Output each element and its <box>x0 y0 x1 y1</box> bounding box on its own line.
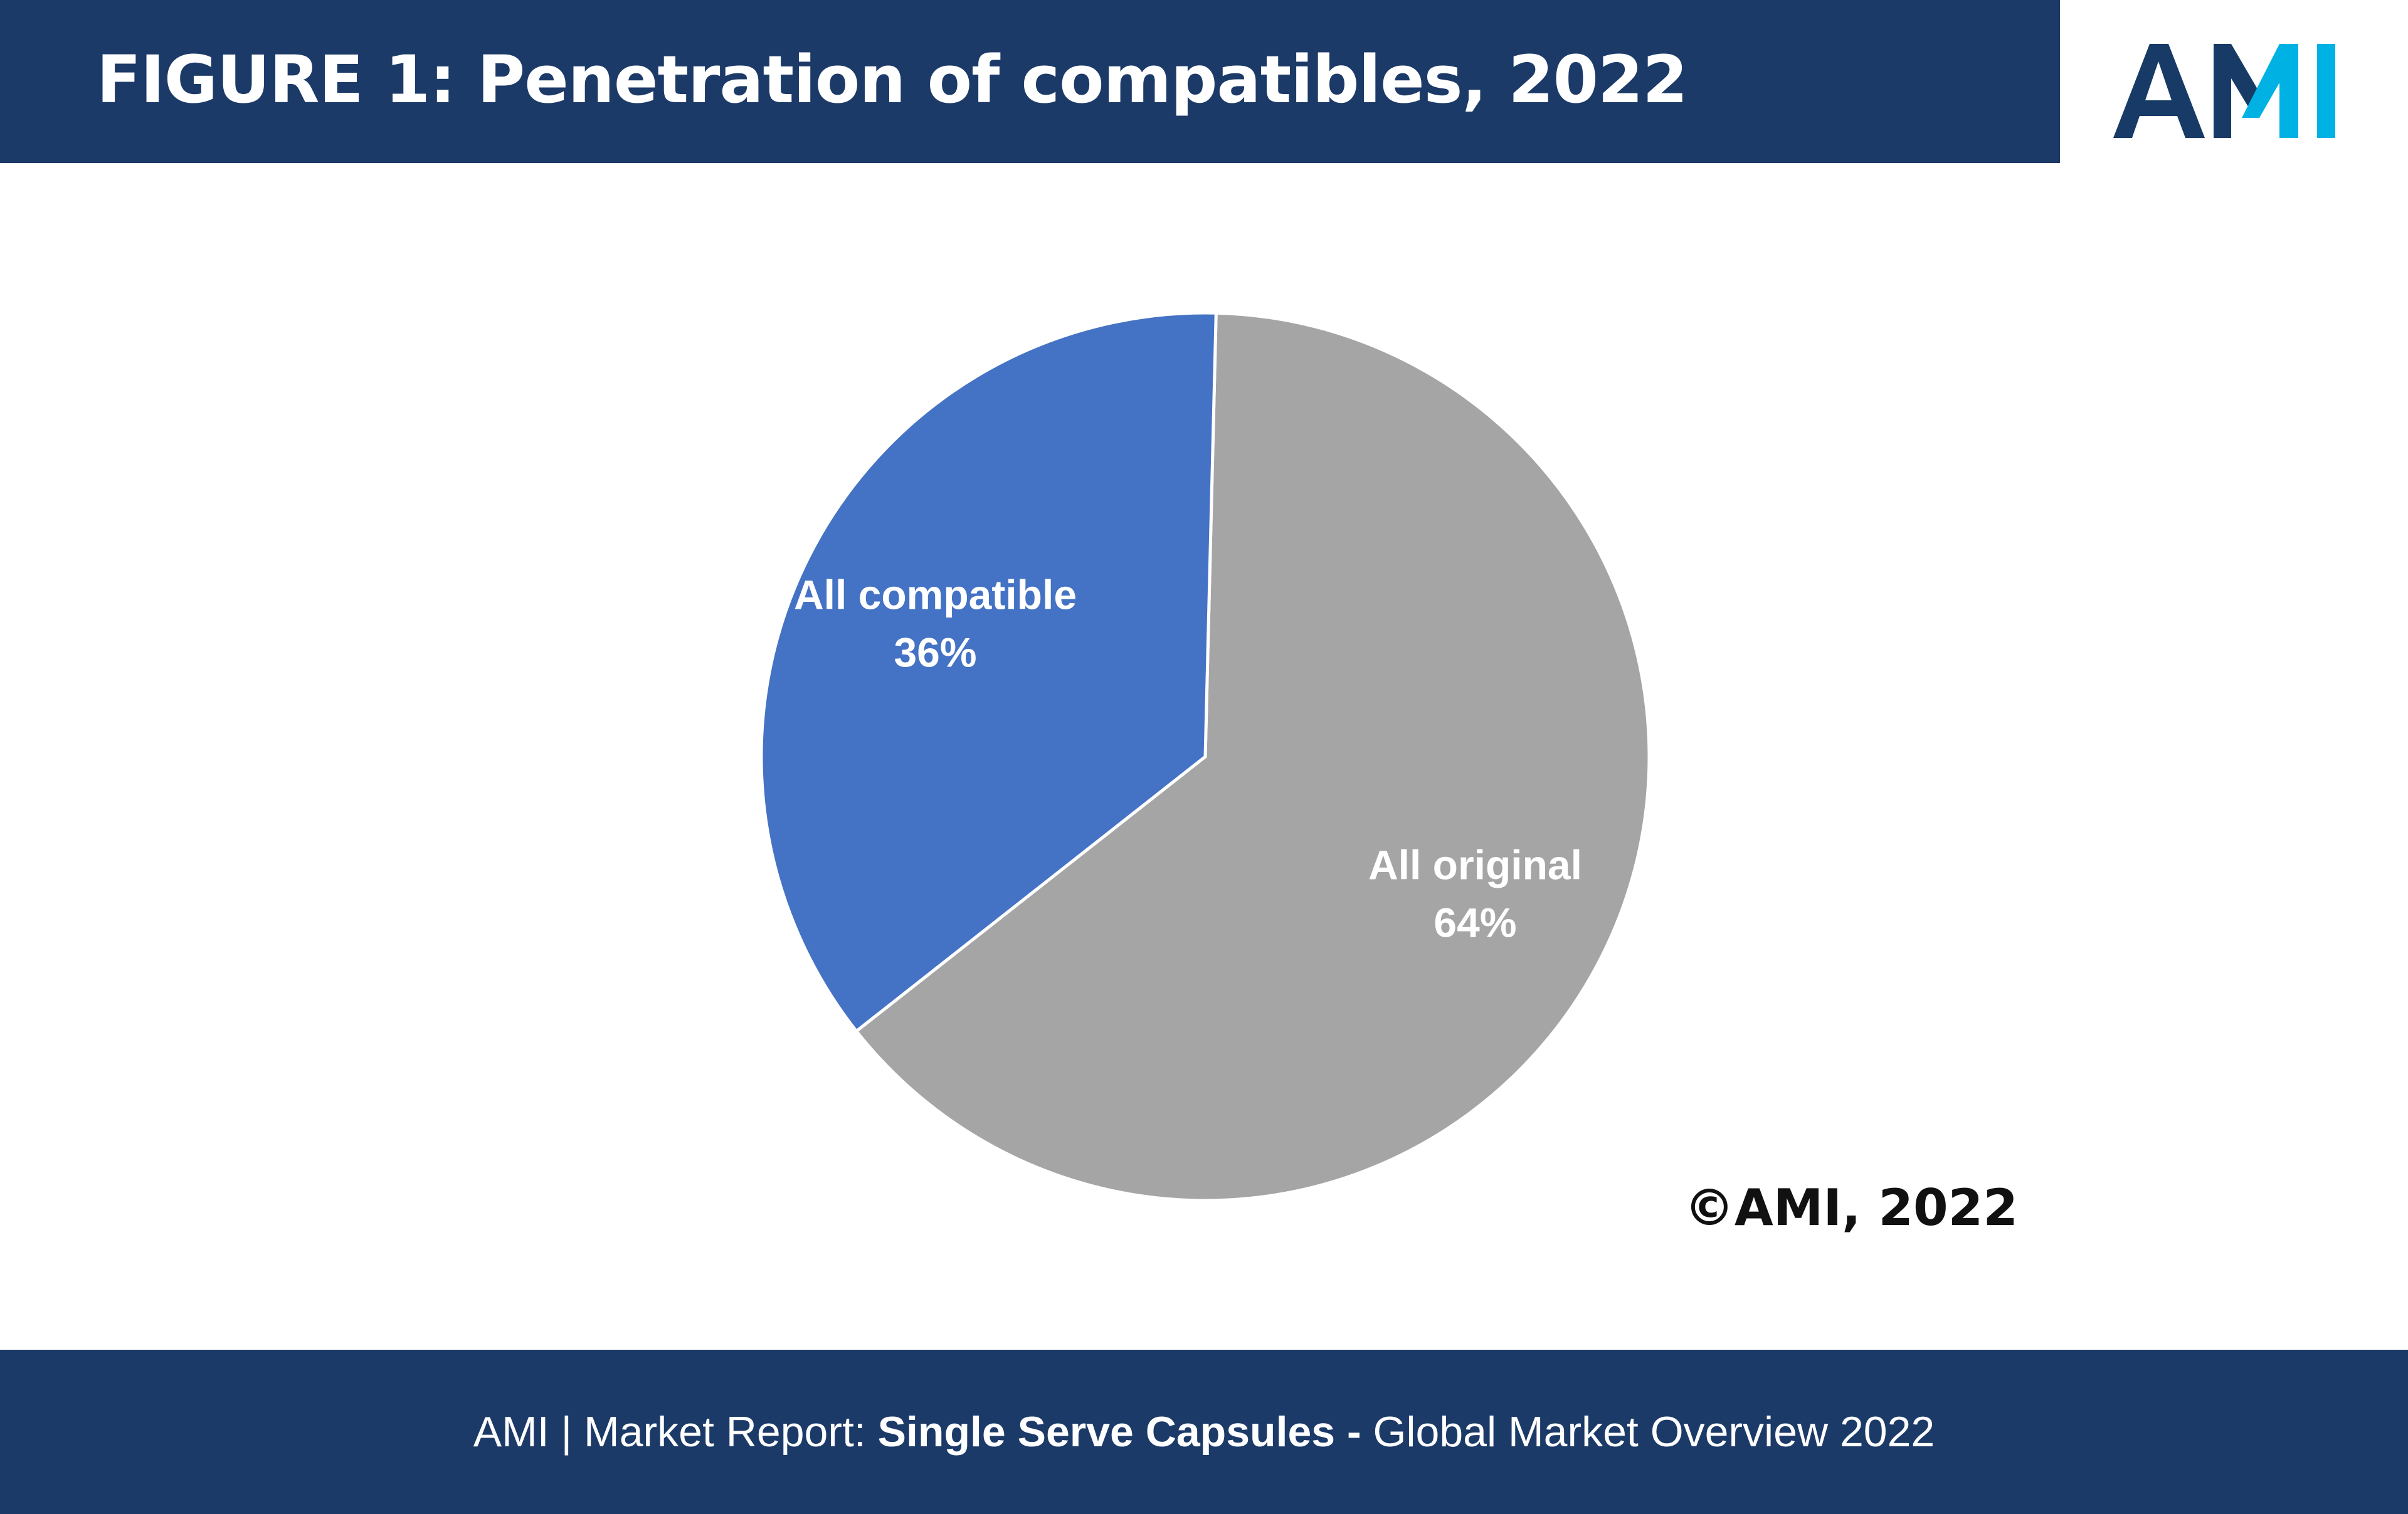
logo-letter-m-left <box>2214 44 2258 138</box>
pie-slice-all-compatible <box>759 311 1218 1034</box>
figure-title: FIGURE 1: Penetration of compatibles, 20… <box>97 41 1688 118</box>
footer-part-3: Global Market Overview 2022 <box>1373 1408 1935 1456</box>
footer-bar: AMI | Market Report: Single Serve Capsul… <box>0 1350 2408 1514</box>
slice-value-label: 36% <box>894 629 976 675</box>
ami-logo <box>2113 44 2335 138</box>
copyright-note: ©AMI, 2022 <box>1684 1179 2018 1237</box>
pie-slice-all-original <box>854 311 1651 1202</box>
logo-letter-i <box>2317 44 2335 138</box>
logo-letter-a-hole <box>2145 61 2172 100</box>
footer-part-1: AMI | Market Report: <box>473 1408 878 1456</box>
footer-text: AMI | Market Report: Single Serve Capsul… <box>0 1407 2408 1456</box>
footer-part-2: Single Serve Capsules - <box>877 1408 1373 1456</box>
header-bar: FIGURE 1: Penetration of compatibles, 20… <box>0 0 2060 163</box>
slice-value-label: 64% <box>1434 900 1516 946</box>
logo-letter-m-right <box>2242 44 2298 138</box>
slice-label: All original <box>1368 842 1582 888</box>
slice-label: All compatible <box>794 571 1077 618</box>
